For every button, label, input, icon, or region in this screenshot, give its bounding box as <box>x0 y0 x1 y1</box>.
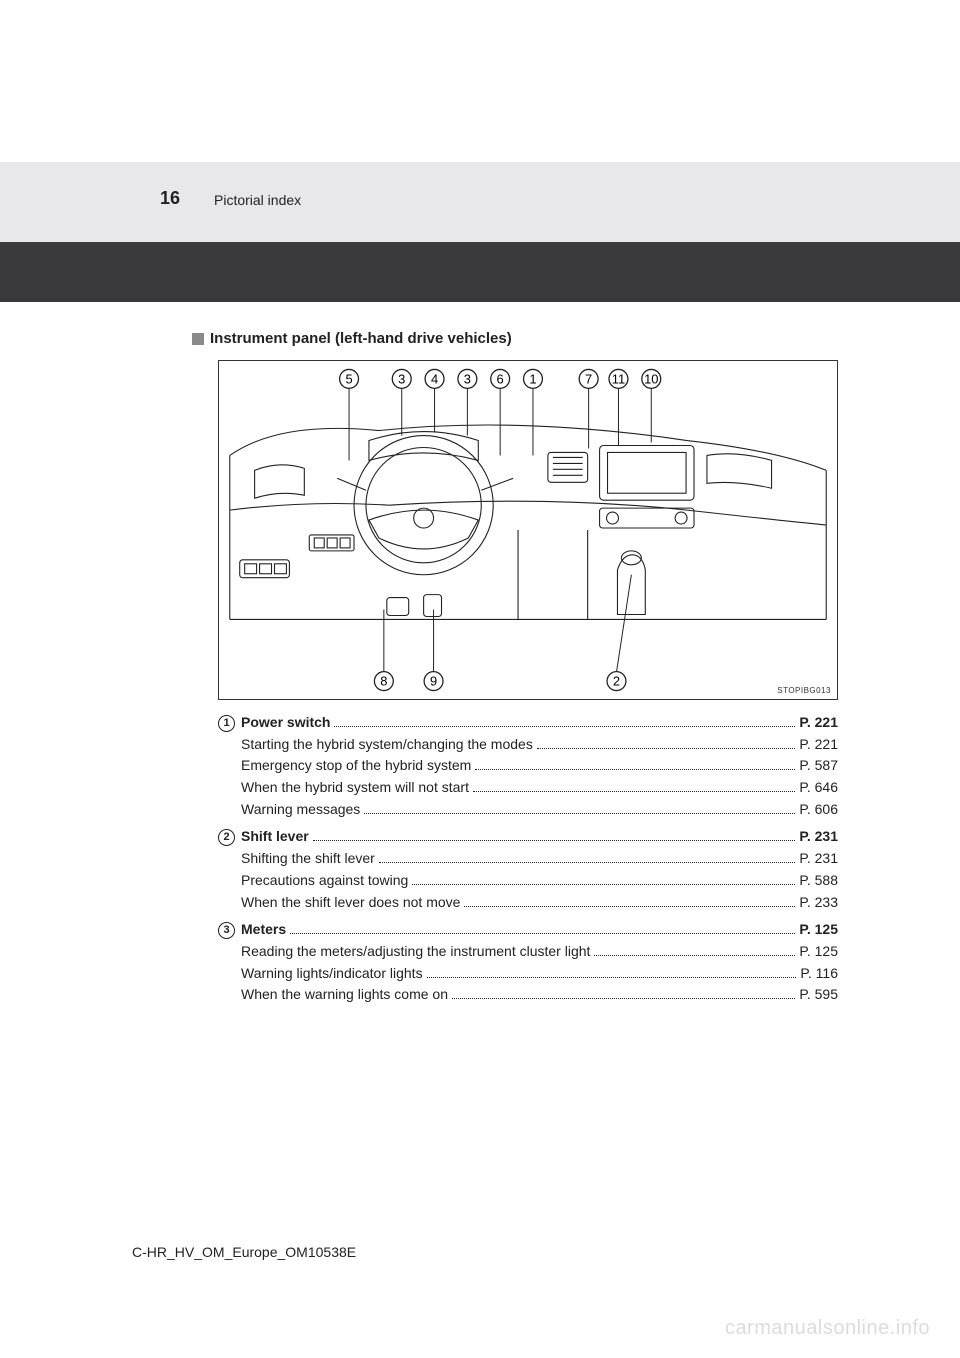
entry-subline: Emergency stop of the hybrid system P. 58… <box>218 755 838 777</box>
leader-dots <box>475 769 795 770</box>
leader-dots <box>464 906 795 907</box>
subline-label: When the shift lever does not move <box>241 892 460 914</box>
svg-text:4: 4 <box>431 371 438 386</box>
entry-number-icon: 3 <box>218 922 235 939</box>
svg-text:1: 1 <box>529 371 536 386</box>
heading-bullet-icon <box>192 333 204 345</box>
svg-text:3: 3 <box>464 371 471 386</box>
entry-title-line: 3 Meters P. 125 <box>218 919 838 941</box>
callout-8: 8 <box>374 672 393 691</box>
heading-text: Instrument panel (left-hand drive vehicl… <box>210 330 512 347</box>
leader-dots <box>364 813 795 814</box>
svg-text:11: 11 <box>612 371 625 386</box>
callout-2: 2 <box>607 672 626 691</box>
callout-6: 6 <box>491 369 510 388</box>
index-list: 1 Power switch P. 221 Starting the hybrid s… <box>218 712 838 1012</box>
page: 16 Pictorial index Instrument panel (lef… <box>0 0 960 1358</box>
entry-subline: When the warning lights come on P. 595 <box>218 984 838 1006</box>
section-title: Pictorial index <box>214 192 301 208</box>
subline-page: P. 231 <box>799 848 838 870</box>
index-entry: 3 Meters P. 125 Reading the meters/adjustin… <box>218 919 838 1006</box>
entry-title: Power switch <box>241 712 330 734</box>
entry-number-icon: 1 <box>218 715 235 732</box>
subline-page: P. 646 <box>799 777 838 799</box>
subline-page: P. 588 <box>799 870 838 892</box>
svg-text:8: 8 <box>380 674 387 689</box>
instrument-panel-diagram: 5 3 4 3 6 1 7 11 10 <box>218 360 838 700</box>
subline-page: P. 125 <box>799 941 838 963</box>
entry-subline: Shifting the shift lever P. 231 <box>218 848 838 870</box>
subline-label: Precautions against towing <box>241 870 408 892</box>
entry-page: P. 125 <box>799 919 838 941</box>
entry-subline: Warning messages P. 606 <box>218 799 838 821</box>
page-number: 16 <box>160 188 180 209</box>
svg-text:3: 3 <box>398 371 405 386</box>
header-dark-band <box>0 242 960 302</box>
section-heading: Instrument panel (left-hand drive vehicl… <box>192 330 512 347</box>
leader-dots <box>334 726 795 727</box>
leader-dots <box>427 977 797 978</box>
subline-page: P. 116 <box>800 963 838 985</box>
index-entry: 1 Power switch P. 221 Starting the hybrid s… <box>218 712 838 820</box>
leader-dots <box>412 884 795 885</box>
subline-page: P. 595 <box>799 984 838 1006</box>
entry-subline: Warning lights/indicator lights P. 116 <box>218 963 838 985</box>
subline-page: P. 233 <box>799 892 838 914</box>
watermark: carmanualsonline.info <box>725 1317 930 1340</box>
entry-title-line: 2 Shift lever P. 231 <box>218 826 838 848</box>
callout-5: 5 <box>340 369 359 388</box>
entry-subline: When the shift lever does not move P. 233 <box>218 892 838 914</box>
callout-7: 7 <box>579 369 598 388</box>
subline-page: P. 587 <box>799 755 838 777</box>
callout-4: 4 <box>425 369 444 388</box>
subline-label: Shifting the shift lever <box>241 848 375 870</box>
callout-3: 3 <box>392 369 411 388</box>
entry-number-icon: 2 <box>218 829 235 846</box>
entry-subline: Reading the meters/adjusting the instrum… <box>218 941 838 963</box>
entry-subline: Starting the hybrid system/changing the … <box>218 734 838 756</box>
subline-label: Warning lights/indicator lights <box>241 963 423 985</box>
subline-page: P. 606 <box>799 799 838 821</box>
leader-dots <box>452 998 795 999</box>
diagram-svg: 5 3 4 3 6 1 7 11 10 <box>219 361 837 699</box>
header-light-band <box>0 162 960 242</box>
diagram-code: STOPIBG013 <box>777 686 831 695</box>
callout-3: 3 <box>458 369 477 388</box>
callout-11: 11 <box>609 369 628 388</box>
leader-dots <box>537 748 796 749</box>
leader-dots <box>473 791 795 792</box>
entry-page: P. 221 <box>799 712 838 734</box>
svg-text:10: 10 <box>644 371 658 386</box>
svg-text:9: 9 <box>430 674 437 689</box>
callout-10: 10 <box>642 369 661 388</box>
index-entry: 2Shift leverP. 231Shifting the shift lev… <box>218 826 838 913</box>
callout-1: 1 <box>524 369 543 388</box>
leader-dots <box>313 840 796 841</box>
entry-title: Meters <box>241 919 286 941</box>
document-id: C-HR_HV_OM_Europe_OM10538E <box>132 1244 356 1260</box>
subline-label: Warning messages <box>241 799 360 821</box>
leader-dots <box>379 862 795 863</box>
subline-page: P. 221 <box>799 734 838 756</box>
subline-label: Starting the hybrid system/changing the … <box>241 734 533 756</box>
entry-page: P. 231 <box>799 826 838 848</box>
entry-subline: When the hybrid system will not start P. … <box>218 777 838 799</box>
entry-subline: Precautions against towing P. 588 <box>218 870 838 892</box>
entry-title-line: 1 Power switch P. 221 <box>218 712 838 734</box>
svg-text:5: 5 <box>345 371 352 386</box>
callout-9: 9 <box>424 672 443 691</box>
entry-title: Shift lever <box>241 826 309 848</box>
subline-label: Emergency stop of the hybrid system <box>241 755 471 777</box>
svg-text:6: 6 <box>497 371 504 386</box>
leader-dots <box>594 955 795 956</box>
subline-label: Reading the meters/adjusting the instrum… <box>241 941 590 963</box>
subline-label: When the warning lights come on <box>241 984 448 1006</box>
svg-text:7: 7 <box>585 371 592 386</box>
svg-text:2: 2 <box>613 674 620 689</box>
leader-dots <box>290 933 795 934</box>
subline-label: When the hybrid system will not start <box>241 777 469 799</box>
